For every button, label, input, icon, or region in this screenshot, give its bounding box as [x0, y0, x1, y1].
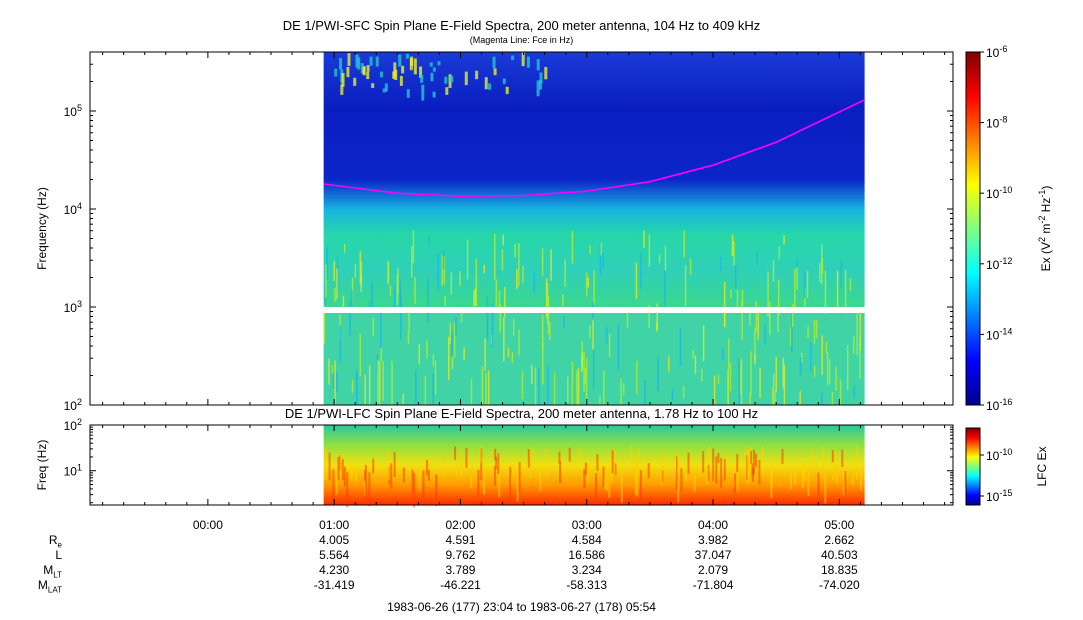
- ephemeris-value: -58.313: [566, 578, 608, 592]
- ephemeris-value: -74.020: [818, 578, 860, 592]
- xtick-label: 04:00: [698, 518, 728, 532]
- ephemeris-value: 18.835: [820, 563, 858, 577]
- lfc-title: DE 1/PWI-LFC Spin Plane E-Field Spectra,…: [284, 406, 759, 421]
- ephemeris-value: 3.789: [445, 563, 476, 577]
- ephemeris-value: 4.584: [571, 533, 602, 547]
- xtick-label: 00:00: [193, 518, 223, 532]
- sfc-texture: [323, 52, 861, 405]
- xtick-label: 02:00: [445, 518, 475, 532]
- sfc-ytick-label: 104: [64, 201, 82, 217]
- spectrogram-layer: [323, 52, 865, 508]
- ephemeris-value: 4.230: [319, 563, 350, 577]
- ephemeris-value: 3.982: [698, 533, 729, 547]
- ephemeris-value: 40.503: [820, 548, 858, 562]
- sfc-colorbar-tick: 10-12: [986, 256, 1012, 272]
- xtick-label: 01:00: [319, 518, 349, 532]
- lfc-colorbar-tick: 10-15: [986, 488, 1012, 504]
- lfc-ylabel: Freq (Hz): [35, 440, 49, 491]
- ephemeris-value: 2.662: [824, 533, 855, 547]
- ephemeris-value: -71.804: [692, 578, 734, 592]
- time-range: 1983-06-26 (177) 23:04 to 1983-06-27 (17…: [387, 600, 656, 614]
- lfc-spectrogram: [323, 425, 865, 505]
- lfc-colorbar: [965, 427, 981, 506]
- sfc-colorbar-tick: 10-16: [986, 397, 1012, 413]
- sfc-title: DE 1/PWI-SFC Spin Plane E-Field Spectra,…: [282, 18, 761, 33]
- sfc-colorbar-tick: 10-10: [986, 185, 1012, 201]
- sfc-colorbar-tick: 10-6: [986, 44, 1007, 60]
- lfc-colorbar-label: LFC Ex: [1035, 446, 1049, 486]
- data-gap: [323, 307, 865, 314]
- ephemeris-value: 4.005: [319, 533, 350, 547]
- labels-layer: 102 103 104 105 Frequency (Hz) 102 101 Freq (Hz…: [35, 44, 1053, 532]
- sfc-colorbar-label: Ex (V2 m-2 Hz-1): [1037, 186, 1053, 272]
- sfc-subtitle: (Magenta Line: Fce in Hz): [469, 35, 574, 45]
- ephemeris-value: 3.234: [571, 563, 602, 577]
- ephemeris-value: -46.221: [440, 578, 481, 592]
- ephemeris-value: 2.079: [698, 563, 729, 577]
- ephemeris-row-label: Re: [48, 533, 62, 550]
- xtick-label: 03:00: [572, 518, 602, 532]
- ephemeris-row-label: MLAT: [37, 578, 62, 595]
- lfc-frame: [89, 424, 954, 506]
- lfc-ytick-label: 101: [64, 463, 82, 479]
- sfc-colorbar: [965, 51, 981, 406]
- ephemeris-value: 16.586: [568, 548, 606, 562]
- lfc-texture: [324, 445, 862, 508]
- sfc-ylabel: Frequency (Hz): [35, 187, 49, 270]
- lfc-colorbar-tick: 10-10: [986, 447, 1012, 463]
- ephemeris-value: 37.047: [694, 548, 732, 562]
- ephemeris-row-label: L: [55, 548, 62, 562]
- sfc-colorbar-tick: 10-14: [986, 326, 1012, 342]
- ephemeris-value: -31.419: [313, 578, 355, 592]
- sfc-spectrogram-upper: [323, 52, 865, 308]
- axes-layer: [89, 51, 984, 506]
- fce-line: [323, 99, 865, 198]
- sfc-ytick-label: 105: [64, 103, 82, 119]
- sfc-colorbar-tick: 10-8: [986, 115, 1007, 131]
- ephemeris-value: 9.762: [445, 548, 476, 562]
- ephemeris-value: 4.591: [445, 533, 476, 547]
- sfc-frame: [89, 51, 954, 406]
- sfc-ytick-label: 103: [64, 299, 82, 315]
- lfc-ytick-label: 102: [64, 417, 82, 433]
- ephemeris-value: 5.564: [319, 548, 350, 562]
- xtick-label: 05:00: [824, 518, 854, 532]
- sfc-ytick-label: 102: [64, 397, 82, 413]
- ephemeris-row-label: MLT: [43, 563, 62, 580]
